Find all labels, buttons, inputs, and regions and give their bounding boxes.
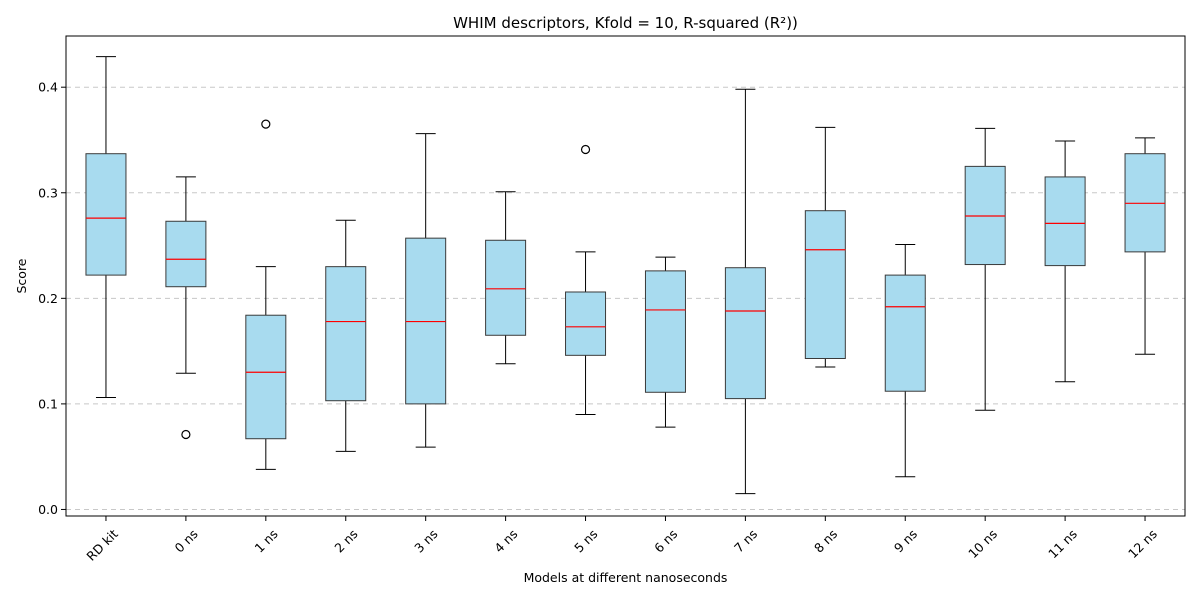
outlier-point [181, 429, 191, 440]
y-tick-label: 0.3 [38, 185, 58, 200]
y-tick-label: 0.2 [38, 291, 58, 306]
x-tick-label: 11 ns [1045, 526, 1080, 561]
x-axis: RD kit 0 ns 1 ns 2 ns 3 ns 4 ns 5 ns 6 ns 7 ns 8 … [83, 516, 1160, 564]
y-tick-label: 0.1 [38, 396, 58, 411]
y-tick-label: 0.4 [38, 80, 58, 95]
x-tick-label: 4 ns [491, 526, 520, 555]
outlier-point [580, 144, 591, 155]
x-tick-label: 3 ns [411, 526, 440, 555]
grid-lines [66, 86, 1185, 510]
box-group [565, 144, 607, 415]
x-tick-label: 8 ns [811, 526, 840, 555]
y-axis: 0.0 0.1 0.2 0.3 0.4 [38, 80, 66, 517]
x-tick-label: 10 ns [965, 526, 1000, 561]
box [724, 267, 766, 400]
box [85, 153, 127, 276]
x-tick-label: 7 ns [731, 526, 760, 555]
plot-frame [65, 35, 1186, 517]
box [565, 291, 607, 356]
box [644, 270, 686, 393]
box-group [165, 176, 207, 440]
x-tick-label: 0 ns [172, 526, 201, 555]
y-axis-label: Score [14, 258, 29, 293]
x-tick-label: 2 ns [331, 526, 360, 555]
box [165, 220, 207, 288]
box [804, 210, 846, 359]
x-tick-label: RD kit [83, 526, 120, 563]
box-group [1044, 140, 1086, 383]
box-group [85, 56, 127, 399]
outlier-point [261, 119, 271, 129]
box-group [964, 127, 1006, 411]
x-axis-label: Models at different nanoseconds [524, 570, 728, 585]
box-group [724, 88, 766, 495]
chart-title: WHIM descriptors, Kfold = 10, R-squared … [453, 14, 798, 32]
box-group [644, 256, 686, 428]
x-tick-label: 1 ns [251, 526, 280, 555]
box [485, 239, 527, 336]
box-group [245, 119, 287, 470]
box-group [884, 243, 926, 478]
box-series [85, 56, 1166, 495]
x-tick-label: 12 ns [1125, 526, 1160, 561]
box [245, 314, 287, 440]
box-group [1124, 137, 1166, 355]
y-tick-label: 0.0 [38, 502, 58, 517]
box-group [804, 126, 846, 368]
box-group [405, 133, 447, 448]
box-group [485, 191, 527, 365]
box [325, 266, 367, 402]
box [884, 274, 926, 392]
box-group [325, 219, 367, 452]
x-tick-label: 5 ns [571, 526, 600, 555]
x-tick-label: 9 ns [891, 526, 920, 555]
box [1044, 176, 1086, 267]
x-tick-label: 6 ns [651, 526, 680, 555]
